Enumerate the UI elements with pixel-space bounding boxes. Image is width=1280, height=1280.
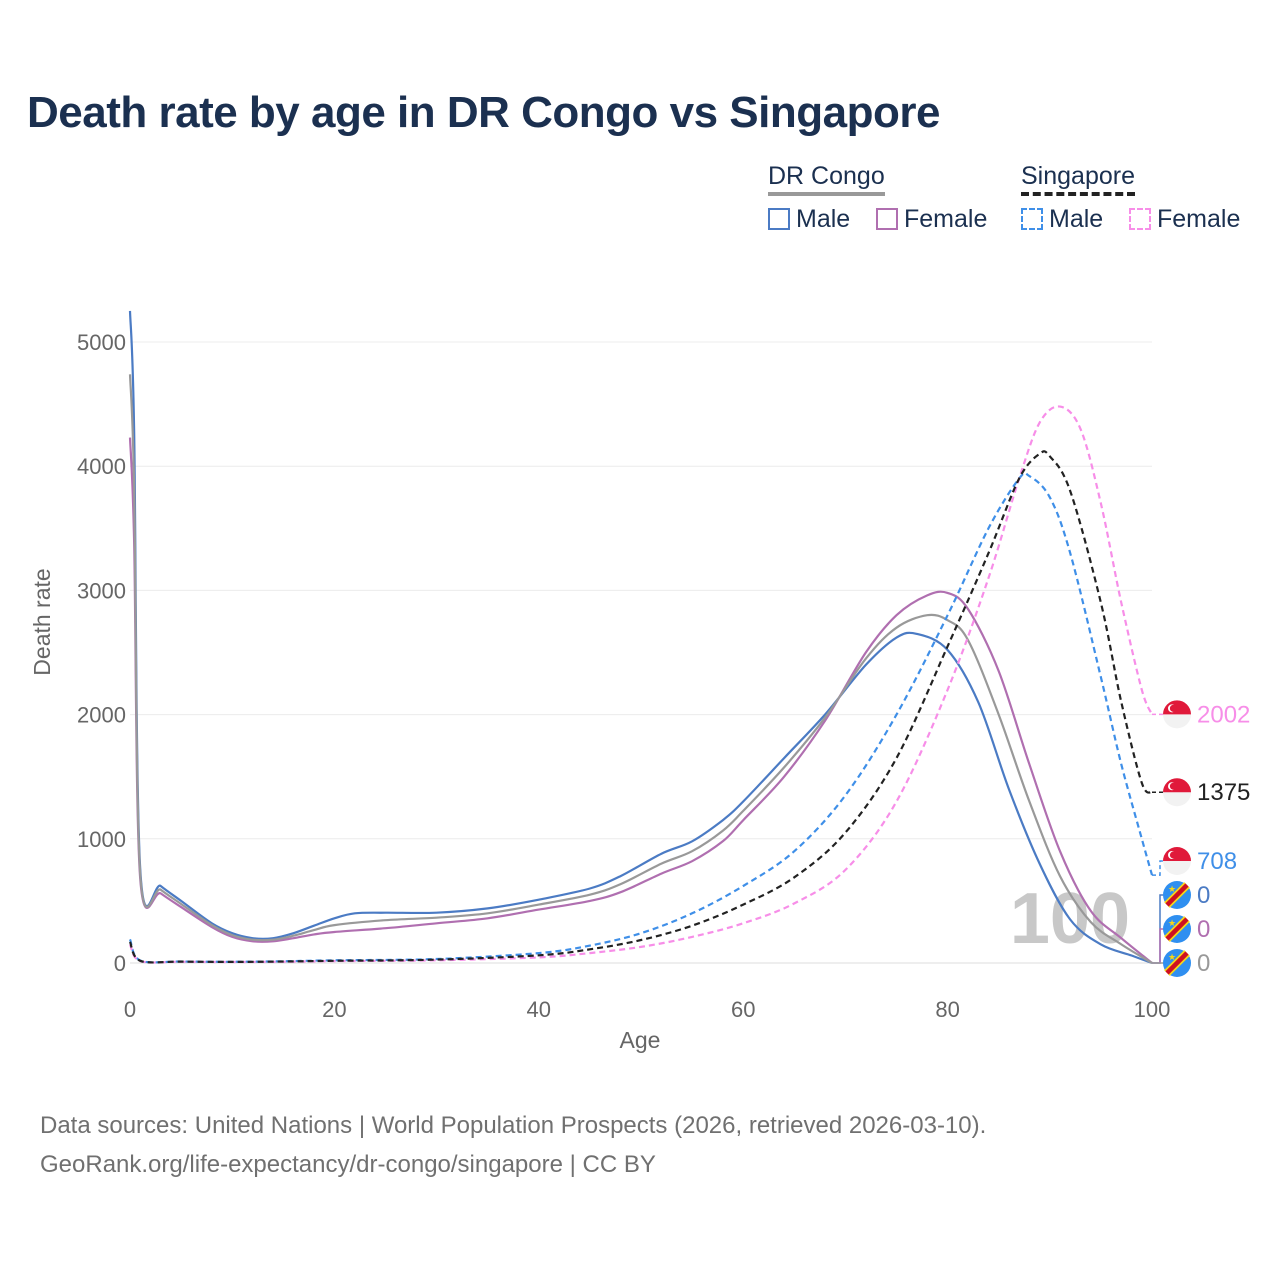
- end-label-dr-congo-female: 0: [1197, 916, 1210, 943]
- y-tick-0: 0: [114, 951, 126, 976]
- end-connector-dr-congo-female: [1152, 928, 1166, 964]
- series-line-singapore-total[interactable]: [128, 450, 1153, 964]
- x-axis-ticks: 0 20 40 60 80 100: [124, 997, 1170, 1022]
- gridlines: [130, 341, 1152, 964]
- flag-cd-dr-congo-male: ★: [1163, 881, 1191, 909]
- y-tick-4000: 4000: [77, 454, 126, 479]
- end-label-dr-congo-total: 0: [1197, 950, 1210, 977]
- series-line-singapore-female[interactable]: [128, 405, 1154, 964]
- flag-sg-singapore-total: [1163, 778, 1191, 807]
- end-markers: 2002 1375 708 ★ 0 ★ 0 ★ 0: [1152, 700, 1250, 977]
- source-link[interactable]: GeoRank.org/life-expectancy/dr-congo/sin…: [40, 1151, 656, 1178]
- x-axis-title: Age: [620, 1027, 661, 1053]
- line-chart: 0 1000 2000 3000 4000 5000 0 20 40 60 80 100 Age D…: [29, 310, 1250, 1053]
- svg-text:★: ★: [1168, 952, 1176, 962]
- series-lines: [128, 310, 1154, 965]
- x-tick-0: 0: [124, 997, 136, 1022]
- flag-sg-singapore-female: [1163, 700, 1191, 729]
- flag-cd-dr-congo-female: ★: [1163, 915, 1191, 943]
- x-tick-20: 20: [322, 997, 346, 1022]
- data-source: Data sources: United Nations | World Pop…: [40, 1112, 987, 1139]
- y-tick-2000: 2000: [77, 703, 126, 728]
- svg-text:★: ★: [1168, 884, 1176, 894]
- svg-text:★: ★: [1168, 918, 1176, 928]
- y-tick-1000: 1000: [77, 827, 126, 852]
- end-label-singapore-male: 708: [1197, 848, 1237, 875]
- flag-cd-dr-congo-total: ★: [1163, 949, 1191, 977]
- series-line-dr-congo-male[interactable]: [128, 310, 1153, 965]
- end-label-singapore-total: 1375: [1197, 779, 1250, 806]
- series-line-singapore-male[interactable]: [128, 471, 1154, 964]
- flag-sg-singapore-male: [1163, 847, 1191, 875]
- chart-title: Death rate by age in DR Congo vs Singapo…: [27, 88, 940, 137]
- footer: Data sources: United Nations | World Pop…: [40, 1106, 986, 1184]
- end-connector-singapore-male: [1152, 860, 1166, 876]
- y-tick-3000: 3000: [77, 578, 126, 603]
- series-line-dr-congo-total[interactable]: [128, 374, 1153, 964]
- end-label-singapore-female: 2002: [1197, 701, 1250, 728]
- x-tick-80: 80: [935, 997, 959, 1022]
- y-tick-5000: 5000: [77, 330, 126, 355]
- y-axis-title: Death rate: [29, 568, 55, 675]
- x-tick-60: 60: [731, 997, 755, 1022]
- end-label-dr-congo-male: 0: [1197, 882, 1210, 909]
- series-line-dr-congo-female[interactable]: [128, 437, 1153, 964]
- x-tick-100: 100: [1134, 997, 1171, 1022]
- x-tick-40: 40: [527, 997, 551, 1022]
- y-axis-ticks: 0 1000 2000 3000 4000 5000: [77, 330, 126, 976]
